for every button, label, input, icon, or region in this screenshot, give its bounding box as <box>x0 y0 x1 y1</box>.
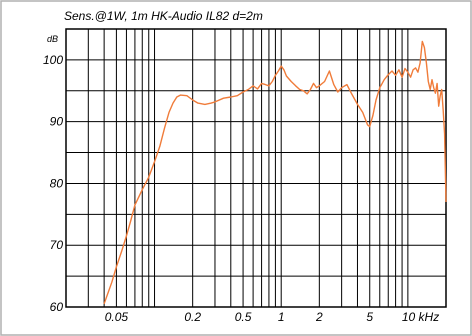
x-tick-label: 5 <box>366 310 373 324</box>
x-tick-label: 0.05 <box>105 310 129 324</box>
y-tick-labels: 60 70 80 90 100 <box>43 53 63 314</box>
y-tick-label: 100 <box>43 53 63 67</box>
y-tick-label: 70 <box>50 238 64 252</box>
x-tick-label: 10 kHz <box>402 310 439 324</box>
y-tick-label: 90 <box>50 115 64 129</box>
chart-title: Sens.@1W, 1m HK-Audio IL82 d=2m <box>64 9 263 23</box>
response-curve <box>103 40 447 305</box>
y-axis-label: dB <box>47 34 58 44</box>
grid <box>66 29 446 307</box>
x-tick-label: 2 <box>315 310 323 324</box>
y-tick-label: 80 <box>50 176 64 190</box>
x-tick-label: 0.5 <box>235 310 252 324</box>
x-tick-labels: 0.05 0.2 0.5 1 2 5 10 kHz <box>105 310 440 324</box>
y-tick-label: 60 <box>50 300 64 314</box>
x-tick-label: 1 <box>278 310 285 324</box>
x-tick-label: 0.2 <box>184 310 201 324</box>
curve-layer <box>103 40 447 305</box>
